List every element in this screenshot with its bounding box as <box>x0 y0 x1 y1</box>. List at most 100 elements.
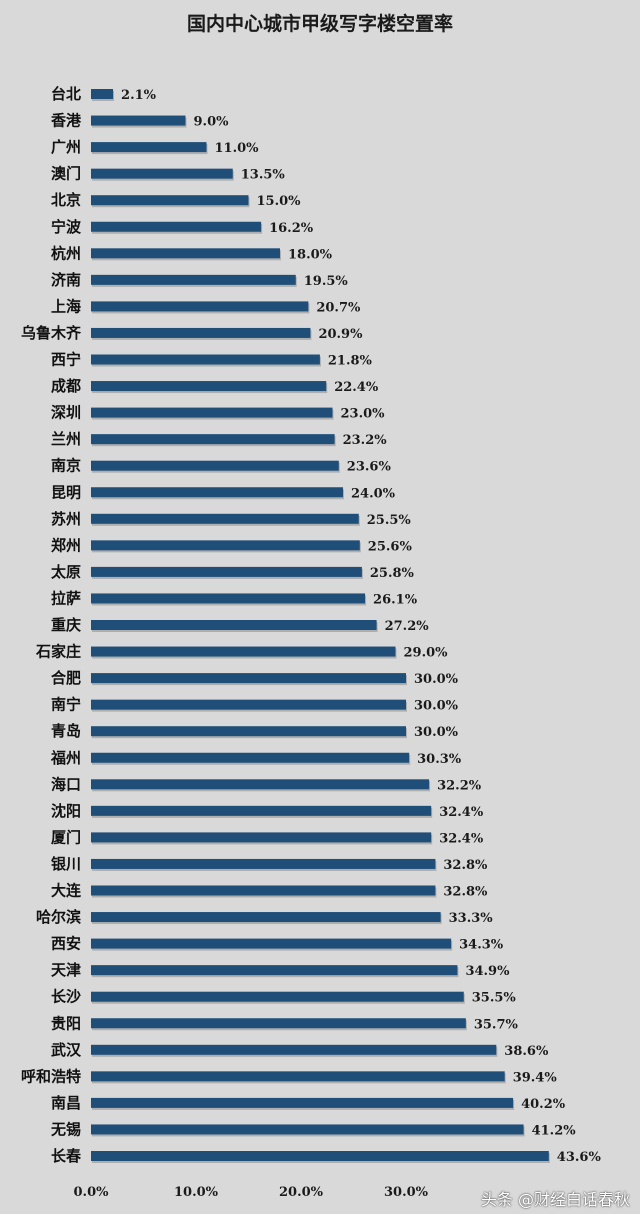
category-label: 成都 <box>51 377 81 395</box>
value-label: 25.6% <box>368 539 413 554</box>
value-label: 16.2% <box>269 221 314 236</box>
value-label: 23.6% <box>347 460 392 475</box>
category-label: 深圳 <box>51 404 81 422</box>
category-label: 西宁 <box>51 351 81 369</box>
bar <box>91 832 432 843</box>
value-label: 39.4% <box>513 1070 558 1085</box>
value-label: 41.2% <box>532 1123 577 1138</box>
value-label: 11.0% <box>215 141 260 156</box>
bar <box>91 301 309 312</box>
category-label: 武汉 <box>51 1041 82 1059</box>
category-label: 昆明 <box>51 483 81 501</box>
bar <box>91 1124 524 1135</box>
value-label: 23.2% <box>343 433 388 448</box>
category-label: 南宁 <box>51 696 81 714</box>
category-label: 海口 <box>51 775 81 793</box>
value-label: 43.6% <box>557 1150 602 1165</box>
bar <box>91 540 360 551</box>
value-label: 30.0% <box>414 699 459 714</box>
watermark: 头条 @财经白话春秋 <box>480 1190 630 1209</box>
value-label: 20.9% <box>318 327 363 342</box>
bar <box>91 646 396 657</box>
bar <box>91 752 410 763</box>
value-label: 32.2% <box>437 778 482 793</box>
category-label: 无锡 <box>50 1120 81 1138</box>
x-tick-label: 10.0% <box>174 1185 219 1200</box>
value-label: 30.3% <box>417 752 462 767</box>
value-label: 23.0% <box>341 407 386 422</box>
category-label: 太原 <box>51 563 81 581</box>
category-label: 济南 <box>51 271 81 289</box>
chart-title: 国内中心城市甲级写字楼空置率 <box>187 12 453 35</box>
bar <box>91 381 327 392</box>
value-label: 2.1% <box>121 88 157 103</box>
bar <box>91 991 464 1002</box>
category-label: 台北 <box>51 85 81 103</box>
bar <box>91 673 406 684</box>
bar <box>91 779 430 790</box>
bar <box>91 248 280 259</box>
bar <box>91 885 436 896</box>
bar <box>91 89 114 99</box>
bar <box>91 142 207 153</box>
bar <box>91 593 366 604</box>
bar <box>91 513 359 524</box>
bar <box>91 699 406 710</box>
value-label: 35.5% <box>472 991 517 1006</box>
bar <box>91 487 343 498</box>
value-label: 35.7% <box>474 1017 519 1032</box>
bar <box>91 1071 505 1082</box>
value-label: 24.0% <box>351 486 396 501</box>
category-label: 大连 <box>51 882 82 900</box>
bar <box>91 1044 497 1055</box>
value-label: 22.4% <box>334 380 379 395</box>
category-label: 澳门 <box>51 165 81 183</box>
category-label: 南京 <box>51 457 81 475</box>
bar <box>91 965 458 976</box>
category-label: 南昌 <box>51 1094 81 1112</box>
value-label: 38.6% <box>504 1044 549 1059</box>
value-label: 20.7% <box>316 300 361 315</box>
value-label: 34.9% <box>465 964 510 979</box>
bar <box>91 115 186 126</box>
category-label: 石家庄 <box>35 643 81 661</box>
x-tick-label: 30.0% <box>384 1185 429 1200</box>
category-label: 广州 <box>51 138 81 156</box>
category-label: 乌鲁木齐 <box>21 324 82 342</box>
bars-layer: 台北 2.1% 香港 9.0% 广州 11.0% 澳门 13.5% 北京 15.0% 宁波 16.2%… <box>21 85 601 1165</box>
value-label: 21.8% <box>328 354 373 369</box>
bar <box>91 938 452 949</box>
category-label: 青岛 <box>51 722 81 740</box>
value-label: 29.0% <box>404 646 449 661</box>
category-label: 重庆 <box>51 616 81 634</box>
bar <box>91 620 377 630</box>
value-label: 33.3% <box>449 911 494 926</box>
bar <box>91 274 296 285</box>
value-label: 27.2% <box>385 619 430 634</box>
value-label: 9.0% <box>194 115 230 130</box>
category-label: 福州 <box>50 749 81 767</box>
bar <box>91 168 233 179</box>
value-label: 32.8% <box>443 858 488 873</box>
bar <box>91 434 335 445</box>
category-label: 苏州 <box>51 510 81 528</box>
category-label: 贵阳 <box>51 1014 81 1032</box>
category-label: 上海 <box>51 297 81 315</box>
value-label: 13.5% <box>241 168 286 183</box>
bar <box>91 726 406 737</box>
value-label: 25.8% <box>370 566 415 581</box>
bar <box>91 195 249 206</box>
category-label: 厦门 <box>51 828 81 846</box>
bar <box>91 1018 466 1029</box>
value-label: 32.8% <box>443 885 488 900</box>
category-label: 合肥 <box>50 669 81 687</box>
value-label: 40.2% <box>521 1097 566 1112</box>
bar <box>91 354 320 365</box>
value-label: 18.0% <box>288 247 333 262</box>
category-label: 沈阳 <box>51 802 81 820</box>
category-label: 北京 <box>51 191 81 209</box>
category-label: 长春 <box>51 1147 81 1165</box>
bar <box>91 858 436 869</box>
value-label: 19.5% <box>304 274 349 289</box>
